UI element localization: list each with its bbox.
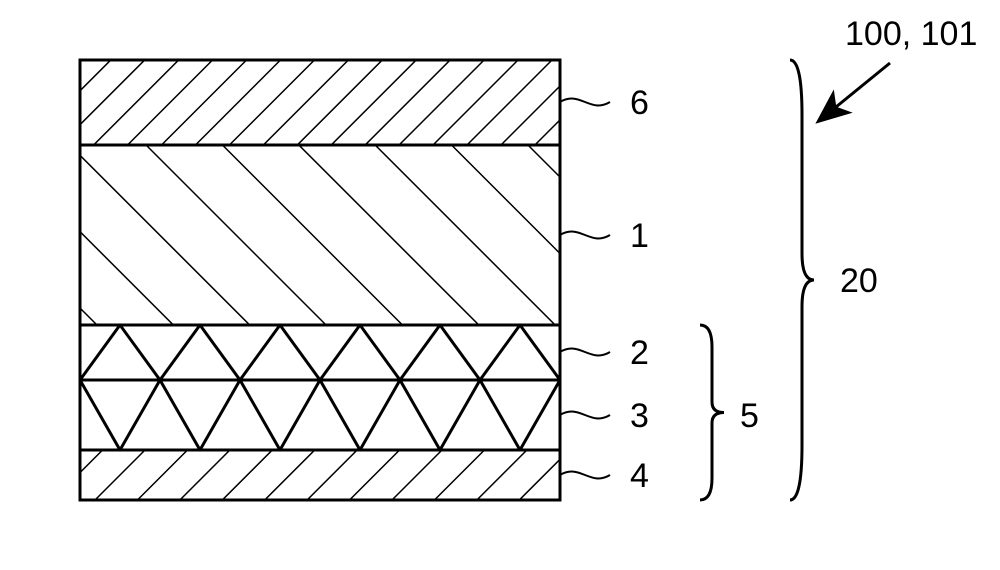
label-1: 1 bbox=[630, 217, 649, 255]
leader-2 bbox=[560, 349, 610, 356]
leader-3 bbox=[560, 412, 610, 419]
layer-2 bbox=[80, 325, 560, 380]
layer-1 bbox=[80, 145, 560, 325]
label-2: 2 bbox=[630, 334, 649, 372]
assembly-arrow bbox=[820, 63, 890, 120]
layer-3 bbox=[80, 380, 560, 450]
layer-6 bbox=[80, 60, 560, 145]
brace-label-5: 5 bbox=[740, 397, 759, 435]
brace-20 bbox=[790, 60, 814, 500]
layer-4 bbox=[80, 450, 560, 500]
layer-stack bbox=[0, 60, 720, 500]
leader-1 bbox=[560, 232, 610, 239]
label-3: 3 bbox=[630, 397, 649, 435]
leader-6 bbox=[560, 99, 610, 106]
assembly-label: 100, 101 bbox=[845, 15, 977, 53]
label-4: 4 bbox=[630, 457, 649, 495]
brace-label-20: 20 bbox=[840, 262, 878, 300]
brace-5 bbox=[700, 325, 724, 500]
leader-4 bbox=[560, 472, 610, 479]
figure-svg: 6 1 2 3 4 5 20 100, 101 bbox=[0, 0, 1000, 570]
label-6: 6 bbox=[630, 84, 649, 122]
